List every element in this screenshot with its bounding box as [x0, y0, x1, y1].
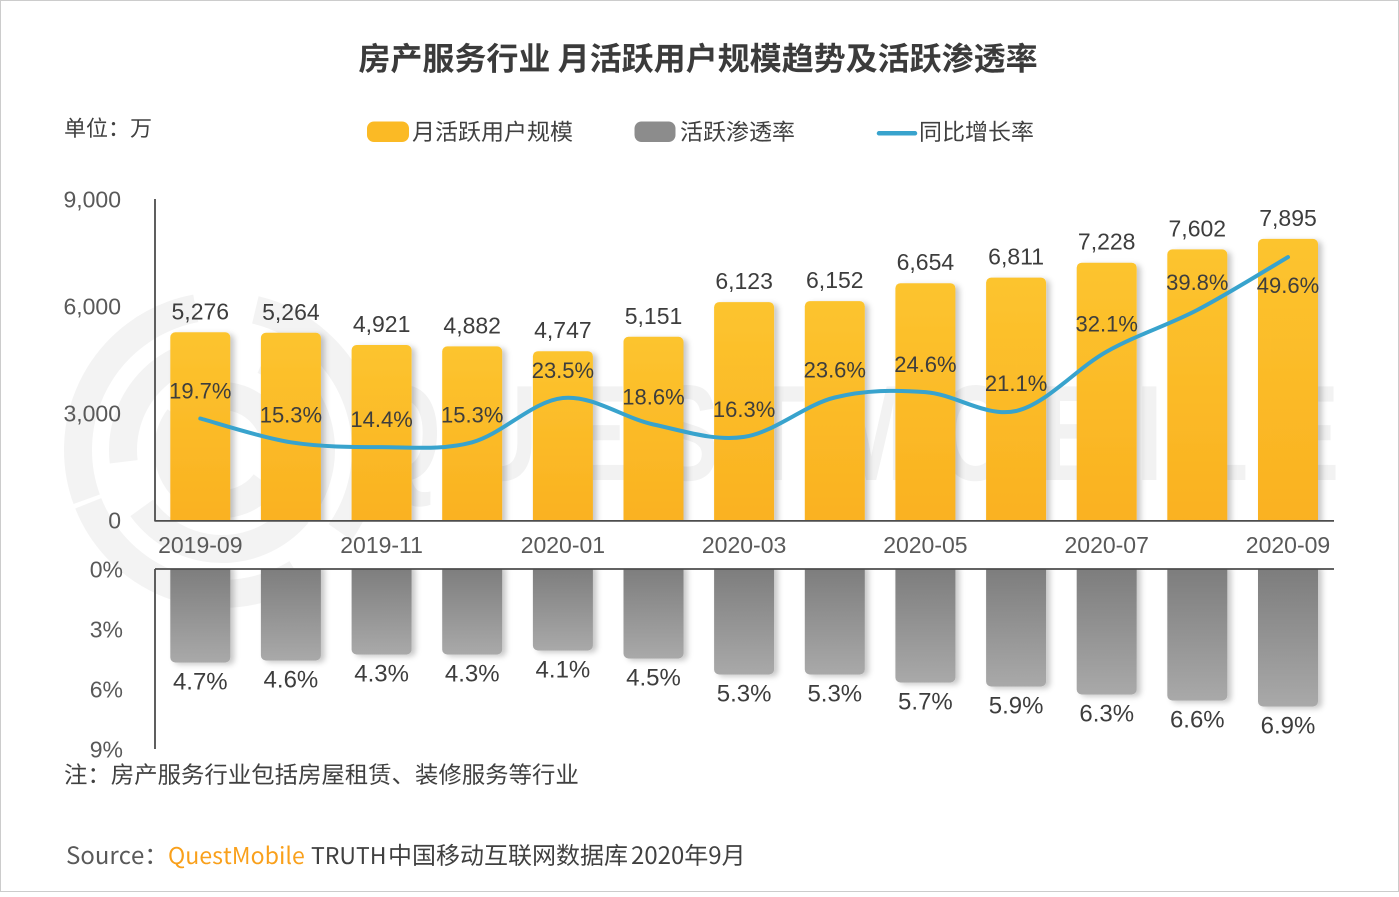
svg-text:4,921: 4,921	[353, 311, 411, 337]
svg-text:2020-03: 2020-03	[702, 532, 786, 558]
svg-text:6,152: 6,152	[806, 267, 864, 293]
svg-text:21.1%: 21.1%	[985, 371, 1047, 396]
svg-text:15.3%: 15.3%	[260, 402, 322, 427]
svg-text:4.7%: 4.7%	[173, 669, 228, 696]
svg-text:5.9%: 5.9%	[989, 693, 1044, 720]
svg-text:18.6%: 18.6%	[622, 385, 684, 410]
svg-text:2020-07: 2020-07	[1064, 532, 1148, 558]
svg-text:19.7%: 19.7%	[169, 379, 231, 404]
svg-text:4.6%: 4.6%	[264, 667, 319, 694]
svg-text:0: 0	[108, 508, 121, 534]
svg-text:4.5%: 4.5%	[626, 665, 681, 692]
svg-text:32.1%: 32.1%	[1076, 312, 1138, 337]
svg-text:2020-01: 2020-01	[521, 532, 605, 558]
svg-text:6,811: 6,811	[988, 244, 1044, 270]
svg-text:4.3%: 4.3%	[445, 661, 500, 688]
svg-text:23.6%: 23.6%	[804, 358, 866, 383]
svg-text:7,228: 7,228	[1078, 229, 1136, 255]
svg-text:24.6%: 24.6%	[894, 352, 956, 377]
svg-text:6.9%: 6.9%	[1261, 713, 1316, 740]
svg-text:5.3%: 5.3%	[807, 681, 862, 708]
svg-text:5,264: 5,264	[262, 299, 320, 325]
svg-text:49.6%: 49.6%	[1257, 273, 1319, 298]
svg-text:5.7%: 5.7%	[898, 689, 953, 716]
svg-text:2020-05: 2020-05	[883, 532, 967, 558]
svg-text:14.4%: 14.4%	[350, 407, 412, 432]
svg-text:3,000: 3,000	[63, 401, 121, 427]
svg-text:6,654: 6,654	[897, 249, 955, 275]
svg-text:15.3%: 15.3%	[441, 402, 503, 427]
svg-text:39.8%: 39.8%	[1166, 270, 1228, 295]
svg-text:5,276: 5,276	[172, 298, 230, 324]
svg-text:4,882: 4,882	[443, 312, 501, 338]
svg-text:6%: 6%	[90, 677, 123, 703]
svg-text:6.3%: 6.3%	[1079, 701, 1134, 728]
svg-text:16.3%: 16.3%	[713, 397, 775, 422]
svg-text:4.3%: 4.3%	[354, 661, 409, 688]
svg-text:2019-09: 2019-09	[158, 532, 242, 558]
svg-text:2020-09: 2020-09	[1246, 532, 1330, 558]
svg-text:23.5%: 23.5%	[532, 358, 594, 383]
svg-text:7,895: 7,895	[1259, 205, 1317, 231]
svg-text:0%: 0%	[90, 557, 123, 583]
svg-text:4.1%: 4.1%	[536, 657, 591, 684]
svg-text:6,123: 6,123	[715, 268, 773, 294]
svg-text:6.6%: 6.6%	[1170, 707, 1225, 734]
svg-text:9%: 9%	[90, 737, 123, 763]
svg-text:5,151: 5,151	[625, 303, 683, 329]
svg-text:7,602: 7,602	[1169, 215, 1227, 241]
svg-text:6,000: 6,000	[63, 294, 121, 320]
svg-text:3%: 3%	[90, 617, 123, 643]
svg-text:5.3%: 5.3%	[717, 681, 772, 708]
svg-text:2019-11: 2019-11	[340, 532, 423, 558]
svg-text:9,000: 9,000	[63, 187, 121, 213]
svg-text:4,747: 4,747	[534, 317, 592, 343]
